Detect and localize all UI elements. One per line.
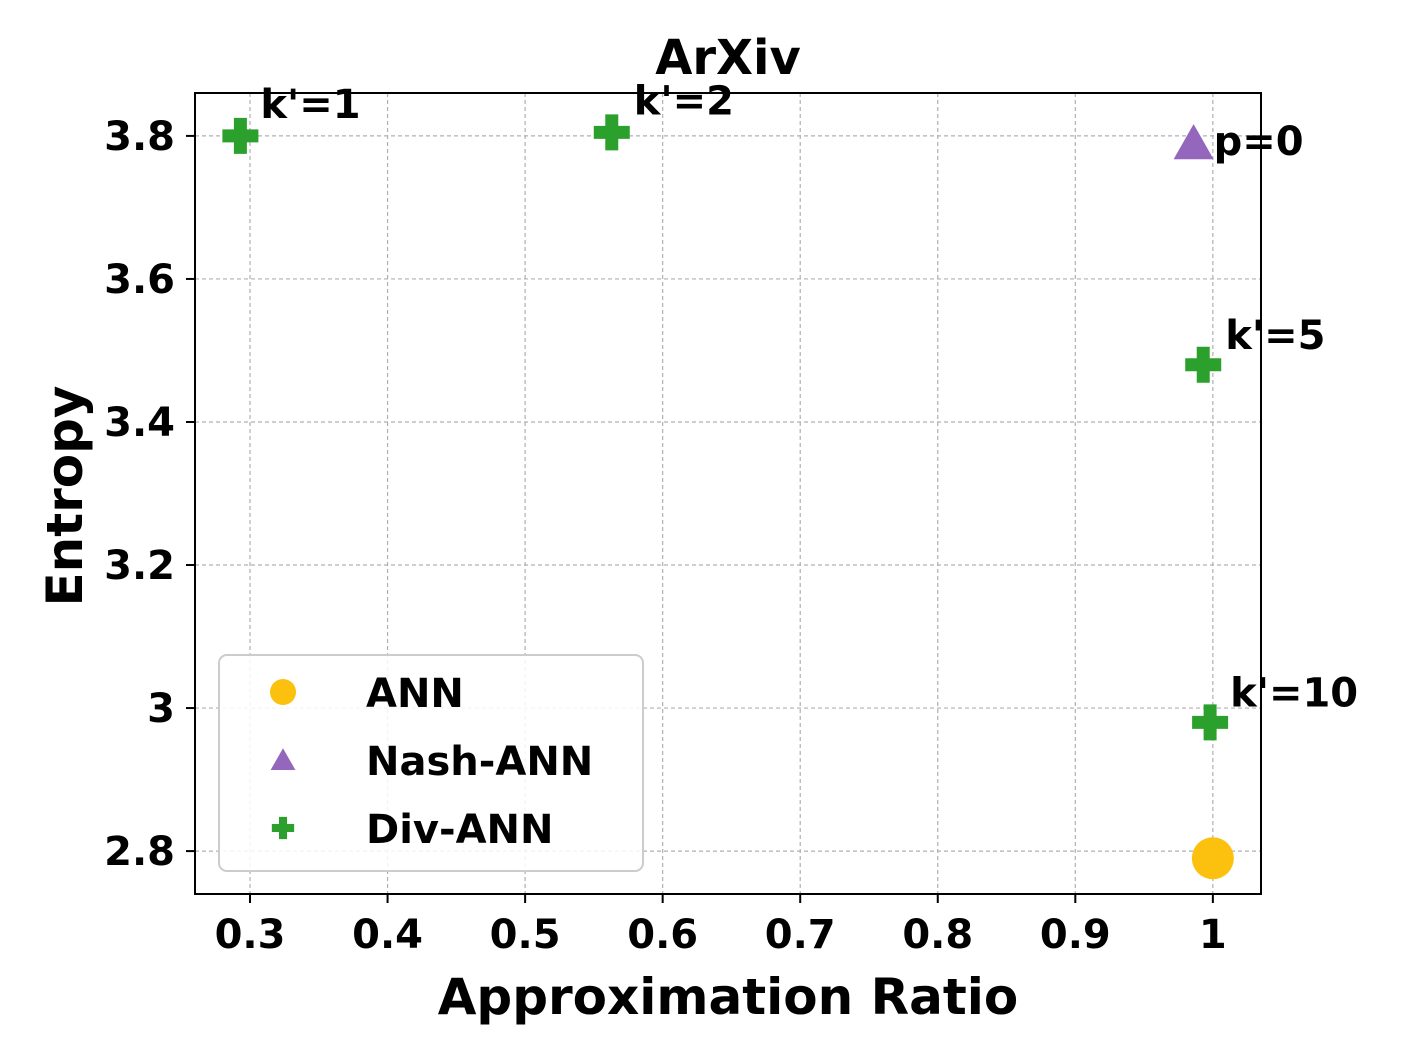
x-tick-label: 1 [1199,912,1227,958]
data-points [222,114,1234,880]
x-tick-label: 0.8 [902,912,973,958]
y-axis-label: Entropy [36,385,94,606]
div-ann-point [593,114,630,151]
legend-nash-ann-icon [270,748,296,771]
point-annotation: k'=5 [1225,313,1325,359]
x-tick-label: 0.9 [1040,912,1111,958]
x-tick-label: 0.7 [765,912,836,958]
point-annotation: k'=1 [260,82,360,128]
legend-frame [218,654,644,872]
div-ann-point [1185,346,1222,383]
plot-frame [194,92,1262,895]
y-tick-label: 3.4 [104,400,175,446]
ann-point [1191,837,1234,880]
chart-title: ArXiv [655,30,801,86]
x-tick-label: 0.4 [352,912,423,958]
legend: ANN Nash-ANN Div-ANN [218,654,644,872]
x-tick-label: 0.5 [490,912,561,958]
legend-label: ANN [366,671,464,717]
legend-label: Nash-ANN [366,739,593,785]
y-tick-label: 2.8 [104,829,175,875]
point-annotation: k'=2 [634,78,734,124]
y-tick-label: 3 [147,686,175,732]
y-tick-label: 3.6 [104,257,175,303]
x-tick-label: 0.6 [627,912,698,958]
x-axis-ticks: 0.3 0.4 0.5 0.6 0.7 0.8 0.9 1 [215,894,1227,958]
nash-ann-point [1173,124,1214,160]
y-tick-label: 3.2 [104,543,175,589]
legend-div-ann-icon [271,816,295,840]
point-labels: p=0 k'=1 k'=2 k'=5 k'=10 [260,78,1358,716]
y-axis-ticks: 2.8 3 3.2 3.4 3.6 3.8 [104,114,195,875]
y-tick-label: 3.8 [104,114,175,160]
point-annotation: k'=10 [1230,670,1358,716]
x-tick-label: 0.3 [215,912,286,958]
point-annotation: p=0 [1214,119,1304,165]
legend-ann-icon [269,678,297,706]
div-ann-point [1192,704,1229,741]
x-axis-label: Approximation Ratio [438,968,1019,1026]
div-ann-point [222,117,259,154]
legend-label: Div-ANN [366,807,554,853]
